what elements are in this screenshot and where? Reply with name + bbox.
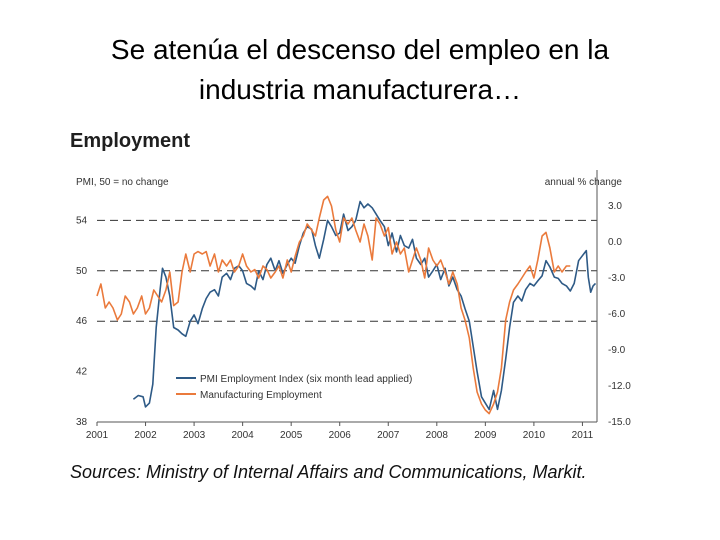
x-tick-label: 2006 bbox=[329, 430, 352, 441]
slide-title: Se atenúa el descenso del empleo en la i… bbox=[0, 30, 720, 110]
right-axis-label: annual % change bbox=[545, 177, 623, 188]
right-tick-label: 0.0 bbox=[608, 237, 622, 248]
left-tick-label: 38 bbox=[76, 417, 88, 428]
x-tick-label: 2007 bbox=[377, 430, 400, 441]
left-tick-label: 50 bbox=[76, 266, 88, 277]
x-tick-label: 2002 bbox=[134, 430, 157, 441]
slide-title-line1: Se atenúa el descenso del empleo en la bbox=[110, 34, 610, 65]
right-tick-label: -12.0 bbox=[608, 381, 631, 392]
right-tick-label: -3.0 bbox=[608, 273, 626, 284]
legend-label-pmi: PMI Employment Index (six month lead app… bbox=[200, 374, 412, 385]
sources-note: Sources: Ministry of Internal Affairs an… bbox=[70, 462, 587, 482]
left-tick-label: 54 bbox=[76, 215, 88, 226]
x-tick-label: 2009 bbox=[474, 430, 497, 441]
right-tick-label: -6.0 bbox=[608, 309, 626, 320]
right-tick-label: -9.0 bbox=[608, 345, 626, 356]
legend-label-manufacturing: Manufacturing Employment bbox=[200, 390, 322, 401]
x-tick-label: 2008 bbox=[426, 430, 449, 441]
chart-heading: Employment bbox=[70, 130, 191, 152]
chart-axes: PMI, 50 = no change annual % change 38 42 46… bbox=[76, 170, 631, 441]
pmi-employment-line bbox=[132, 200, 597, 411]
series-lines bbox=[96, 195, 597, 415]
right-tick-label: -15.0 bbox=[608, 417, 631, 428]
x-tick-label: 2010 bbox=[523, 430, 546, 441]
left-axis-label: PMI, 50 = no change bbox=[76, 177, 169, 188]
x-tick-label: 2005 bbox=[280, 430, 303, 441]
left-tick-label: 46 bbox=[76, 316, 88, 327]
slide-title-line2: industria manufacturera… bbox=[198, 74, 522, 105]
x-tick-label: 2003 bbox=[183, 430, 206, 441]
x-tick-label: 2001 bbox=[86, 430, 109, 441]
x-tick-label: 2004 bbox=[232, 430, 255, 441]
chart-legend: PMI Employment Index (six month lead app… bbox=[176, 374, 412, 401]
x-tick-label: 2011 bbox=[572, 430, 594, 441]
right-tick-label: 3.0 bbox=[608, 201, 622, 212]
manufacturing-employment-line bbox=[96, 195, 571, 415]
left-tick-label: 42 bbox=[76, 367, 88, 378]
reference-lines bbox=[97, 219, 597, 322]
